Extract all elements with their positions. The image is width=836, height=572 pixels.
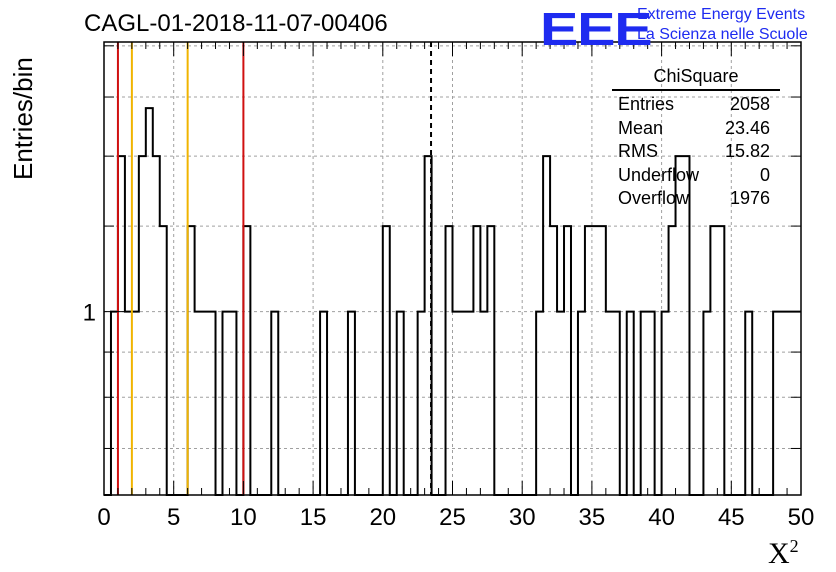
stats-label: Mean	[618, 117, 664, 138]
chart-title: CAGL-01-2018-11-07-00406	[84, 10, 388, 37]
stats-label: Entries	[618, 94, 675, 114]
x-tick-label: 45	[718, 504, 745, 531]
stats-value: 1976	[729, 188, 770, 208]
stats-label: Underflow	[618, 164, 700, 185]
stats-label: RMS	[618, 141, 658, 161]
stats-row-entries: Entries 2058	[612, 93, 780, 117]
x-tick-label: 40	[648, 504, 675, 531]
stats-row-underflow: Underflow 0	[612, 164, 780, 188]
x-tick-label: 15	[300, 504, 327, 531]
stats-box-title: ChiSquare	[612, 66, 780, 91]
stats-value: 2058	[729, 94, 770, 114]
x-tick-label: 10	[230, 504, 257, 531]
eee-logo: EEE	[540, 3, 653, 55]
x-tick-label: 20	[369, 504, 396, 531]
x-tick-label: 30	[509, 504, 536, 531]
histogram-line	[104, 107, 801, 496]
stats-row-mean: Mean 23.46	[612, 117, 780, 141]
x-tick-label: 25	[439, 504, 466, 531]
stats-value: 0	[759, 164, 770, 185]
stats-label: Overflow	[618, 188, 690, 208]
y-tick-label: 1	[83, 300, 96, 327]
x-tick-label: 5	[167, 504, 180, 531]
stats-box: ChiSquare Entries 2058 Mean 23.46 RMS 15.82…	[612, 66, 780, 211]
stats-row-rms: RMS 15.82	[612, 140, 780, 164]
x-axis-label: X2	[768, 536, 799, 570]
stats-value: 15.82	[724, 141, 770, 161]
stats-value: 23.46	[724, 117, 770, 138]
x-tick-label: 50	[788, 504, 815, 531]
y-axis-label: Entries/bin	[8, 57, 38, 180]
logo-line-1: Extreme Energy Events	[637, 6, 806, 23]
logo-line-2: La Scienza nelle Scuole	[637, 26, 808, 43]
x-tick-label: 0	[97, 504, 110, 531]
x-tick-label: 35	[579, 504, 606, 531]
stats-row-overflow: Overflow 1976	[612, 187, 780, 211]
